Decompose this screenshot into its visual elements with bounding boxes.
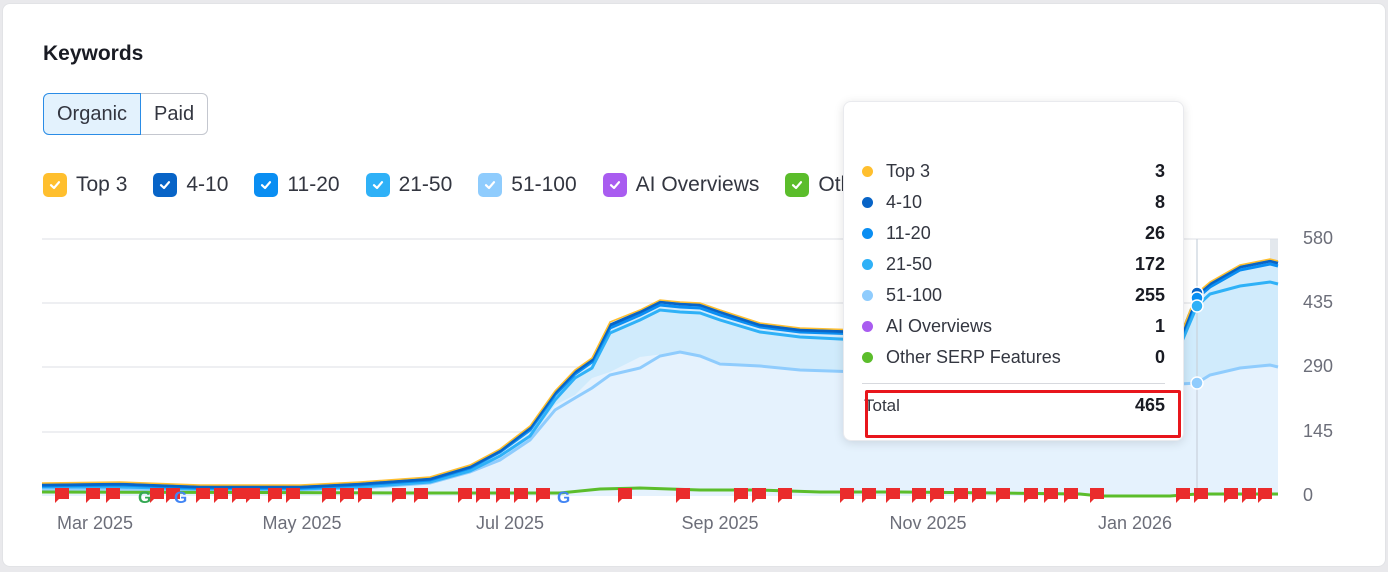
checkbox-checked-icon[interactable] — [365, 173, 390, 197]
x-tick-jul-2025: Jul 2025 — [475, 513, 545, 533]
legend-other-serp[interactable]: Other SERP Features — [785, 173, 843, 197]
chart-tooltip: Top 3 3 4-10 8 11-20 26 21-50 172 51-100… — [843, 101, 1184, 441]
tab-paid[interactable]: Paid — [141, 93, 209, 135]
tooltip-row-21-50: 21-50 172 — [862, 249, 1165, 280]
dot-icon — [862, 259, 873, 270]
legend-51-100[interactable]: 51-100 — [478, 173, 577, 197]
event-flags[interactable] — [55, 488, 1272, 503]
y-tick-145: 145 — [1303, 421, 1334, 441]
x-tick-mar-2025: Mar 2025 — [56, 513, 134, 533]
checkbox-checked-icon[interactable] — [153, 173, 178, 197]
tooltip-row-51-100: 51-100 255 — [862, 280, 1165, 311]
tab-organic[interactable]: Organic — [43, 93, 142, 135]
y-tick-580: 580 — [1303, 228, 1334, 248]
svg-text:G: G — [557, 488, 570, 507]
x-tick-sep-2025: Sep 2025 — [681, 513, 759, 533]
x-tick-nov-2025: Nov 2025 — [889, 513, 967, 533]
dot-icon — [862, 166, 873, 177]
y-tick-435: 435 — [1303, 292, 1334, 312]
tooltip-row-11-20: 11-20 26 — [862, 218, 1165, 249]
chart-legend: Top 3 4-10 11-20 21-50 51-100 AI Overvie… — [43, 170, 843, 200]
svg-text:G: G — [138, 488, 151, 507]
y-tick-290: 290 — [1303, 356, 1334, 376]
legend-11-20[interactable]: 11-20 — [254, 173, 340, 197]
dot-icon — [862, 197, 873, 208]
svg-text:G: G — [174, 488, 187, 507]
x-tick-jan-2026: Jan 2026 — [1097, 513, 1173, 533]
dot-icon — [862, 228, 873, 239]
x-tick-may-2025: May 2025 — [262, 513, 342, 533]
dot-icon — [862, 321, 873, 332]
dot-icon — [862, 352, 873, 363]
line-other-serp — [41, 486, 1278, 498]
organic-paid-toggle: Organic Paid — [43, 93, 209, 135]
tooltip-row-ai-overviews: AI Overviews 1 — [862, 311, 1165, 342]
checkbox-checked-icon[interactable] — [602, 173, 627, 197]
tooltip-row-top3: Top 3 3 — [862, 156, 1165, 187]
tooltip-total-row: Total 465 — [864, 395, 1165, 415]
legend-4-10[interactable]: 4-10 — [153, 173, 228, 197]
checkbox-checked-icon[interactable] — [478, 173, 503, 197]
google-update-icon[interactable]: G G G — [138, 488, 570, 507]
checkbox-checked-icon[interactable] — [43, 173, 67, 197]
tooltip-row-other-serp: Other SERP Features 0 — [862, 342, 1165, 373]
hover-points — [1190, 286, 1204, 390]
widget-title: Keywords — [43, 42, 144, 65]
tooltip-row-4-10: 4-10 8 — [862, 187, 1165, 218]
legend-top3[interactable]: Top 3 — [43, 173, 127, 197]
tooltip-divider — [862, 383, 1165, 384]
checkbox-checked-icon[interactable] — [785, 173, 810, 197]
legend-ai-overviews[interactable]: AI Overviews — [602, 173, 759, 197]
dot-icon — [862, 290, 873, 301]
y-tick-0: 0 — [1303, 485, 1314, 505]
legend-21-50[interactable]: 21-50 — [365, 173, 452, 197]
checkbox-checked-icon[interactable] — [254, 173, 279, 197]
